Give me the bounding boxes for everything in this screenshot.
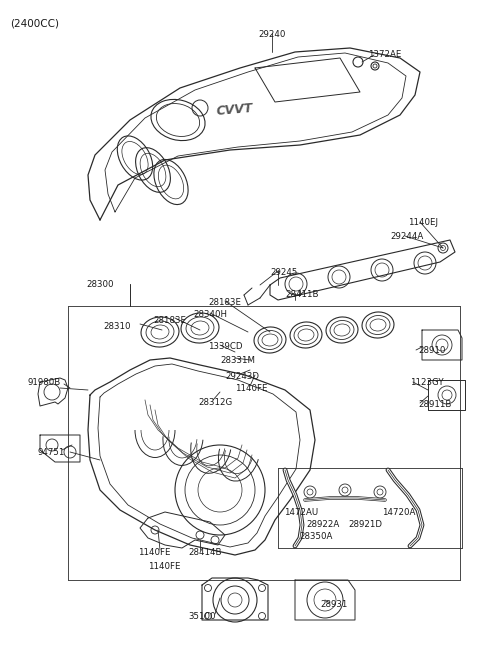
Text: 28340H: 28340H	[193, 310, 227, 319]
Text: CVVT: CVVT	[216, 102, 254, 118]
Text: 28414B: 28414B	[188, 548, 221, 557]
Text: (2400CC): (2400CC)	[10, 18, 59, 28]
Text: 28310: 28310	[103, 322, 131, 331]
Text: 1372AE: 1372AE	[368, 50, 401, 59]
Text: 94751: 94751	[38, 448, 65, 457]
Text: 1140FE: 1140FE	[138, 548, 170, 557]
Text: 28312G: 28312G	[198, 398, 232, 407]
Text: 28300: 28300	[86, 280, 114, 289]
Text: 29245: 29245	[270, 268, 298, 277]
Text: 1123GY: 1123GY	[410, 378, 444, 387]
Text: 35100: 35100	[188, 612, 216, 621]
Text: 29240: 29240	[258, 30, 286, 39]
Text: 1140FE: 1140FE	[148, 562, 180, 571]
Text: 28911B: 28911B	[418, 400, 451, 409]
Text: 28931: 28931	[320, 600, 348, 609]
Text: 29243D: 29243D	[225, 372, 259, 381]
Text: 1339CD: 1339CD	[208, 342, 242, 351]
Text: 28910: 28910	[418, 346, 445, 355]
Text: 1472AU: 1472AU	[284, 508, 318, 517]
Text: 14720A: 14720A	[382, 508, 415, 517]
Text: 28331M: 28331M	[220, 356, 255, 365]
Text: 28921D: 28921D	[348, 520, 382, 529]
Text: 1140FE: 1140FE	[235, 384, 267, 393]
Text: 28350A: 28350A	[300, 532, 333, 541]
Text: 28183E: 28183E	[153, 316, 186, 325]
Text: 28183E: 28183E	[208, 298, 241, 307]
Text: 28411B: 28411B	[285, 290, 319, 299]
Text: 91980B: 91980B	[28, 378, 61, 387]
Text: 1140EJ: 1140EJ	[408, 218, 438, 227]
Text: 28922A: 28922A	[306, 520, 339, 529]
Text: 29244A: 29244A	[390, 232, 423, 241]
